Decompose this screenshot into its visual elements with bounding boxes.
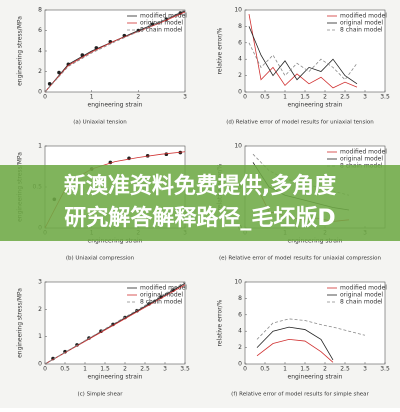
x-tick-label: 3.5: [380, 94, 390, 101]
y-tick-label: 2: [38, 68, 42, 75]
x-tick-label: 0: [243, 94, 247, 101]
x-tick-label: 1: [283, 366, 287, 373]
y-tick-label: 1: [38, 143, 42, 150]
data-line: [248, 26, 358, 85]
legend-label: modified model: [340, 149, 387, 156]
x-tick-label: 3: [363, 366, 367, 373]
y-tick-label: 4: [238, 328, 242, 335]
y-tick-label: 6: [238, 311, 242, 318]
x-tick-label: 2.5: [140, 366, 150, 373]
caption: (d) Relative error of model results for …: [226, 120, 374, 126]
legend-label: modified model: [340, 13, 387, 20]
x-tick-label: 2.5: [340, 366, 350, 373]
x-tick-label: 3: [163, 366, 167, 373]
data-line: [44, 281, 186, 365]
caption: (e) Relative error of model results for …: [219, 256, 382, 262]
y-axis-label: relative error/%: [217, 27, 224, 74]
data-line: [256, 318, 366, 340]
banner-text: 新澳准资料免费提供,多角度: [64, 173, 337, 199]
y-tick-label: 6: [238, 39, 242, 46]
y-axis-label: relative error/%: [217, 299, 224, 346]
x-tick-label: 0: [43, 366, 47, 373]
x-tick-label: 0.5: [260, 94, 270, 101]
legend-label: 8 chain model: [340, 299, 383, 306]
banner-band: [0, 165, 400, 241]
y-tick-label: 0: [238, 89, 242, 96]
x-tick-label: 0: [43, 94, 47, 101]
caption: (c) Simple shear: [78, 392, 124, 398]
y-tick-label: 4: [238, 56, 242, 63]
legend-label: original model: [140, 20, 183, 27]
legend-label: 8 chain model: [140, 27, 183, 34]
x-tick-label: 0: [243, 366, 247, 373]
legend-label: modified model: [140, 13, 187, 20]
legend-label: 8 chain model: [140, 299, 183, 306]
x-tick-label: 3: [363, 94, 367, 101]
legend-label: original model: [340, 20, 383, 27]
caption: (b) Uniaxial compression: [66, 256, 135, 262]
x-tick-label: 1: [90, 94, 94, 101]
y-tick-label: 2: [38, 306, 42, 313]
y-axis-label: engineering stress/MPa: [17, 16, 24, 86]
x-tick-label: 1: [283, 94, 287, 101]
x-tick-label: 3.5: [180, 366, 190, 373]
x-tick-label: 0.5: [60, 366, 70, 373]
y-tick-label: 0: [38, 89, 42, 96]
x-axis-label: engineering strain: [288, 102, 343, 109]
y-tick-label: 0: [238, 361, 242, 368]
caption: (a) Uniaxial tension: [73, 120, 127, 126]
data-line: [248, 14, 358, 89]
legend-label: modified model: [140, 285, 187, 292]
x-tick-label: 1: [83, 366, 87, 373]
plot-frame: [244, 9, 386, 93]
legend-label: original model: [340, 292, 383, 299]
banner-text: 研究解答解释路径_毛坯版D: [64, 205, 335, 231]
data-line: [256, 338, 334, 363]
y-axis-label: engineering stress/MPa: [17, 288, 24, 358]
x-tick-label: 1.5: [300, 366, 310, 373]
x-tick-label: 1.5: [300, 94, 310, 101]
data-line: [256, 326, 334, 361]
y-tick-label: 0: [38, 361, 42, 368]
data-point: [51, 356, 55, 361]
y-tick-label: 2: [238, 72, 242, 79]
x-tick-label: 2: [123, 366, 127, 373]
y-tick-label: 2: [238, 344, 242, 351]
y-tick-label: 6: [38, 27, 42, 34]
y-tick-label: 10: [234, 279, 242, 286]
data-point: [47, 82, 52, 86]
y-tick-label: 1: [38, 333, 42, 340]
y-tick-label: 10: [234, 7, 242, 14]
data-line: [248, 42, 358, 81]
legend-label: modified model: [340, 285, 387, 292]
y-tick-label: 3: [38, 279, 42, 286]
y-tick-label: 8: [238, 295, 242, 302]
x-tick-label: 3.5: [380, 366, 390, 373]
y-tick-label: 4: [38, 48, 42, 55]
x-tick-label: 3: [183, 94, 187, 101]
legend-label: original model: [340, 156, 383, 163]
y-tick-label: 8: [238, 23, 242, 30]
data-line: [44, 11, 186, 93]
y-tick-label: 10: [234, 143, 242, 150]
caption: (f) Relative error of model results for …: [231, 392, 369, 398]
x-tick-label: 1.5: [100, 366, 110, 373]
x-tick-label: 2: [323, 94, 327, 101]
x-axis-label: engineering strain: [88, 102, 143, 109]
x-tick-label: 2.5: [340, 94, 350, 101]
x-axis-label: engineering strain: [288, 374, 343, 381]
data-line: [44, 9, 186, 93]
plot-frame: [44, 9, 186, 93]
x-tick-label: 0.5: [260, 366, 270, 373]
legend-label: original model: [140, 292, 183, 299]
y-tick-label: 8: [38, 7, 42, 14]
legend-label: 8 chain model: [340, 27, 383, 34]
x-axis-label: engineering strain: [88, 374, 143, 381]
data-point: [57, 70, 61, 75]
x-tick-label: 2: [136, 94, 140, 101]
x-tick-label: 2: [323, 366, 327, 373]
